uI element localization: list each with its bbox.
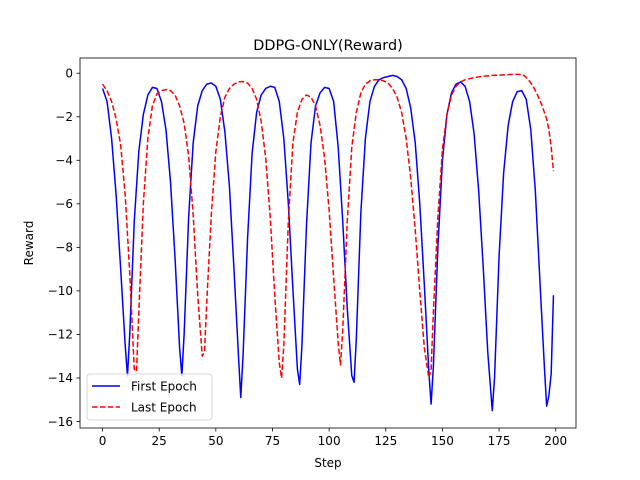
plot-area-frame (79, 57, 577, 429)
y-tick-label: −2 (55, 110, 73, 124)
series-line-first-epoch (101, 74, 555, 412)
y-tick-label: −16 (48, 415, 73, 429)
x-tick-label: 175 (488, 434, 511, 448)
y-tick-label: −8 (55, 241, 73, 255)
x-tick-label: 200 (544, 434, 567, 448)
y-tick-label: −4 (55, 154, 73, 168)
y-tick-label: −12 (48, 328, 73, 342)
series-layer (101, 73, 555, 412)
x-tick-label: 0 (99, 434, 107, 448)
y-tick-label: −6 (55, 197, 73, 211)
x-tick-label: 150 (431, 434, 454, 448)
y-axis: 0 −2 −4 −6 −8 −10 −12 −14 −16 (48, 67, 80, 429)
legend: First Epoch Last Epoch (86, 373, 213, 421)
x-tick-label: 50 (208, 434, 223, 448)
legend-label-first-epoch: First Epoch (131, 380, 197, 394)
y-tick-label: −14 (48, 371, 73, 385)
x-axis-label: Step (314, 456, 341, 470)
x-tick-label: 125 (374, 434, 397, 448)
x-tick-label: 75 (265, 434, 280, 448)
x-tick-label: 100 (318, 434, 341, 448)
chart-title: DDPG-ONLY(Reward) (253, 38, 402, 54)
x-tick-label: 25 (152, 434, 167, 448)
y-axis-label: Reward (22, 221, 36, 266)
y-tick-label: 0 (65, 67, 73, 81)
y-tick-label: −10 (48, 284, 73, 298)
legend-label-last-epoch: Last Epoch (131, 401, 197, 415)
x-axis: 0 25 50 75 100 125 150 175 200 (99, 428, 567, 448)
series-line-last-epoch (101, 73, 555, 379)
